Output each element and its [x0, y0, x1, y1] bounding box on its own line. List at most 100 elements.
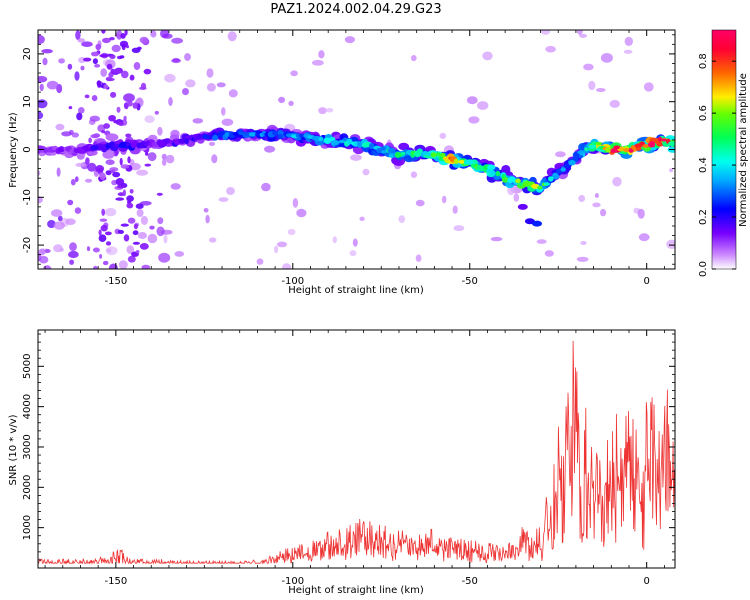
- ridge-blob: [58, 146, 65, 153]
- noise-blob: [344, 36, 355, 44]
- noise-blob: [39, 83, 44, 92]
- ridge-blob: [486, 168, 492, 174]
- noise-blob: [69, 242, 77, 252]
- noise-blob: [80, 65, 85, 71]
- noise-blob: [67, 63, 73, 70]
- ridge-blob: [476, 164, 484, 171]
- noise-blob: [70, 179, 76, 186]
- noise-blob: [131, 47, 141, 53]
- ridge-blob: [90, 144, 99, 151]
- noise-blob: [206, 68, 214, 78]
- noise-blob: [74, 207, 82, 214]
- noise-blob: [206, 83, 216, 92]
- noise-blob: [140, 82, 147, 90]
- noise-blob: [94, 64, 101, 68]
- ridge-blob: [435, 152, 441, 157]
- ridge-blob: [45, 148, 54, 153]
- ridge-blob: [232, 132, 239, 136]
- noise-blob: [91, 51, 99, 57]
- y-tick-label: 1000: [22, 515, 33, 540]
- noise-blob: [108, 263, 118, 269]
- noise-blob: [98, 229, 102, 236]
- noise-blob: [123, 115, 127, 121]
- noise-blob: [638, 233, 650, 242]
- noise-blob: [127, 156, 131, 164]
- snr-frame: [37, 329, 676, 569]
- spectrogram-blobs: [38, 30, 675, 269]
- ridge-blob: [495, 170, 501, 177]
- noise-blob: [120, 223, 129, 227]
- noise-blob: [144, 115, 155, 123]
- noise-blob: [290, 70, 298, 77]
- noise-blob: [398, 215, 406, 224]
- noise-blob: [609, 99, 620, 108]
- noise-blob: [117, 184, 125, 189]
- noise-blob: [507, 185, 515, 196]
- noise-blob: [95, 44, 101, 51]
- noise-blob: [100, 224, 108, 232]
- colorbar-tick-label: 0.0: [698, 261, 709, 277]
- noise-blob: [108, 115, 116, 122]
- noise-blob: [99, 54, 109, 58]
- noise-blob: [312, 59, 324, 66]
- noise-blob: [85, 178, 93, 183]
- ridge-blob: [299, 133, 305, 138]
- noise-blob: [74, 71, 80, 81]
- ridge-blob: [430, 152, 437, 158]
- noise-blob: [115, 178, 125, 186]
- noise-blob: [156, 192, 163, 196]
- ridge-blob: [145, 140, 150, 146]
- ridge-blob: [105, 133, 119, 142]
- noise-blob: [51, 209, 63, 217]
- ridge-blob: [414, 150, 422, 158]
- noise-blob: [53, 221, 65, 230]
- y-tick-label: -20: [22, 237, 33, 253]
- noise-blob: [579, 33, 587, 38]
- noise-blob: [296, 208, 307, 218]
- noise-blob: [592, 202, 601, 208]
- noise-blob: [129, 189, 134, 194]
- noise-blob: [125, 133, 132, 138]
- noise-blob: [318, 50, 325, 59]
- ridge-blob: [515, 178, 521, 184]
- ridge-blob: [564, 163, 571, 168]
- noise-blob: [588, 80, 596, 91]
- ridge-blob: [277, 134, 284, 139]
- noise-blob: [292, 198, 299, 208]
- ridge-blob: [518, 182, 523, 186]
- ridge-blob: [136, 142, 141, 148]
- noise-blob: [119, 157, 123, 166]
- ridge-blob: [151, 142, 160, 147]
- noise-blob: [67, 199, 74, 206]
- noise-blob: [135, 250, 140, 254]
- ridge-blob: [552, 172, 558, 177]
- noise-blob: [135, 203, 144, 209]
- ridge-blob: [571, 156, 579, 161]
- noise-blob: [132, 102, 139, 109]
- ridge-blob: [648, 141, 656, 147]
- noise-blob: [140, 215, 148, 225]
- noise-blob: [57, 215, 63, 222]
- noise-blob: [350, 154, 362, 161]
- noise-blob: [669, 168, 674, 173]
- noise-blob: [119, 55, 125, 59]
- ridge-blob: [329, 137, 336, 142]
- noise-blob: [122, 189, 126, 197]
- y-tick-label: 3000: [22, 434, 33, 459]
- noise-blob: [513, 193, 520, 202]
- noise-blob: [93, 265, 98, 269]
- noise-blob: [84, 94, 90, 99]
- x-tick-label: -50: [462, 576, 478, 587]
- noise-blob: [38, 111, 44, 120]
- noise-blob: [555, 151, 566, 158]
- noise-blob: [149, 225, 155, 230]
- noise-blob: [264, 145, 276, 153]
- ridge-blob: [224, 132, 230, 137]
- ridge-blob: [440, 152, 446, 158]
- colorbar-ticks: 0.0 0.2 0.4 0.6 0.8: [698, 53, 736, 277]
- ridge-blob: [331, 140, 340, 146]
- noise-blob: [123, 234, 130, 242]
- noise-blob: [540, 30, 551, 35]
- noise-blob: [600, 53, 613, 63]
